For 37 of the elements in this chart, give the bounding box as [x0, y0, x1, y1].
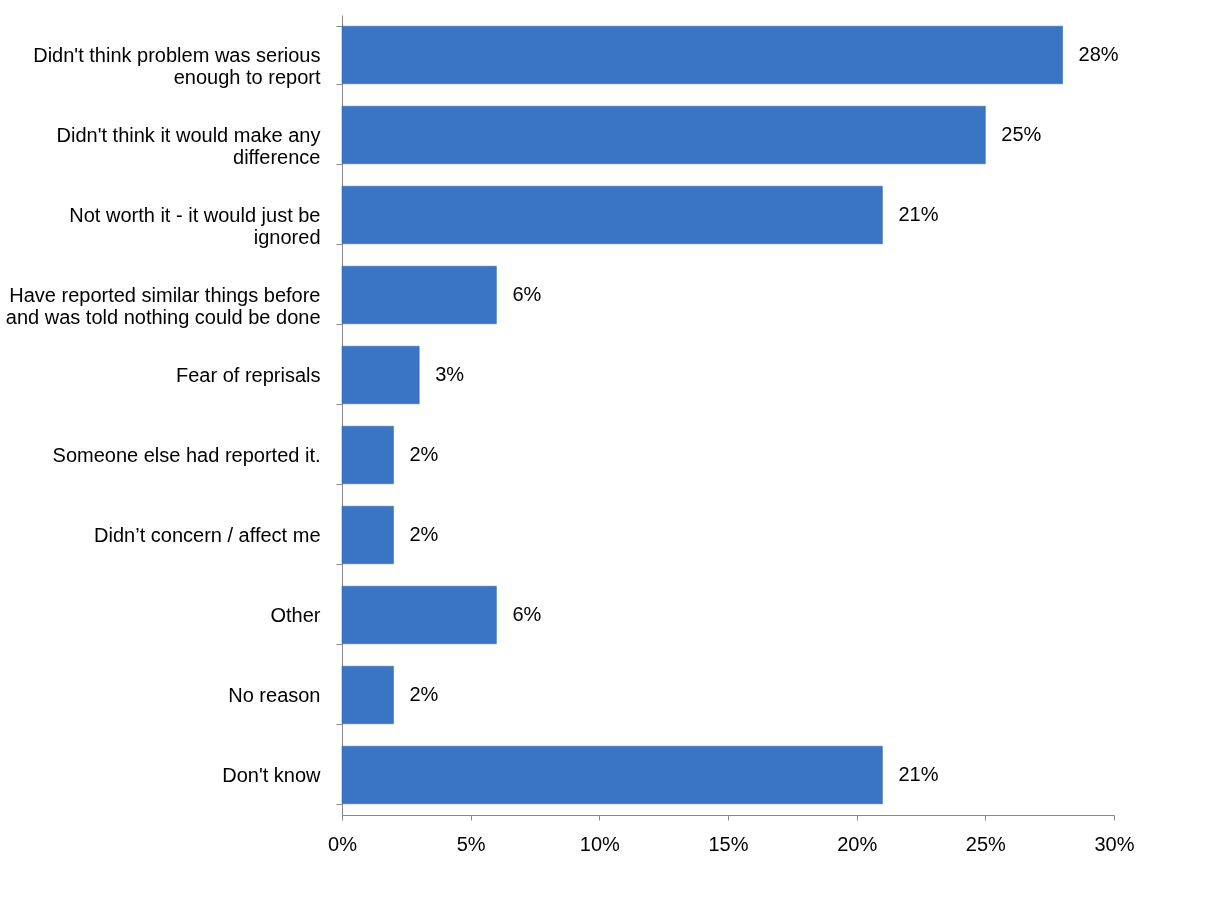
- data-label: 2%: [409, 683, 439, 705]
- x-tick-label: 20%: [837, 832, 878, 855]
- data-label: 2%: [409, 443, 439, 465]
- bar: [341, 265, 497, 325]
- data-label: 25%: [1001, 123, 1042, 145]
- bar: [341, 425, 394, 485]
- bar: [341, 505, 394, 565]
- y-tick-label: Didn't think it would make any difference: [56, 123, 321, 168]
- bar: [341, 105, 986, 165]
- data-label: 6%: [512, 603, 542, 625]
- y-tick-label: Don't know: [222, 763, 322, 786]
- y-tick-label: Other: [270, 603, 321, 626]
- x-tick-label: 10%: [579, 832, 621, 855]
- x-tick-label: 0%: [328, 832, 358, 855]
- x-tick-label: 5%: [456, 832, 486, 855]
- y-tick-label: Someone else had reported it.: [52, 443, 321, 466]
- bar: [341, 745, 883, 805]
- data-label: 6%: [512, 283, 542, 305]
- x-tick-label: 15%: [708, 832, 749, 855]
- bar: [341, 665, 394, 725]
- data-label: 3%: [435, 363, 465, 385]
- bar: [341, 25, 1063, 85]
- data-label: 28%: [1078, 43, 1119, 65]
- bar: [341, 345, 420, 405]
- y-tick-label: Not worth it - it would just be ignored: [69, 203, 321, 248]
- y-tick-label: No reason: [228, 683, 321, 706]
- bar: [341, 585, 497, 645]
- y-tick-label: Have reported similar things before and was told nothing could be done: [5, 283, 321, 328]
- data-label: 21%: [898, 203, 939, 225]
- y-tick-label: Fear of reprisals: [176, 363, 321, 386]
- y-tick-label: Didn’t concern / affect me: [94, 523, 321, 546]
- x-tick-label: 30%: [1094, 832, 1135, 855]
- x-tick-label: 25%: [965, 832, 1007, 855]
- data-label: 21%: [898, 763, 939, 785]
- data-label: 2%: [409, 523, 439, 545]
- y-tick-label: Didn't think problem was serious enough to report: [33, 43, 321, 88]
- bar: [341, 185, 883, 245]
